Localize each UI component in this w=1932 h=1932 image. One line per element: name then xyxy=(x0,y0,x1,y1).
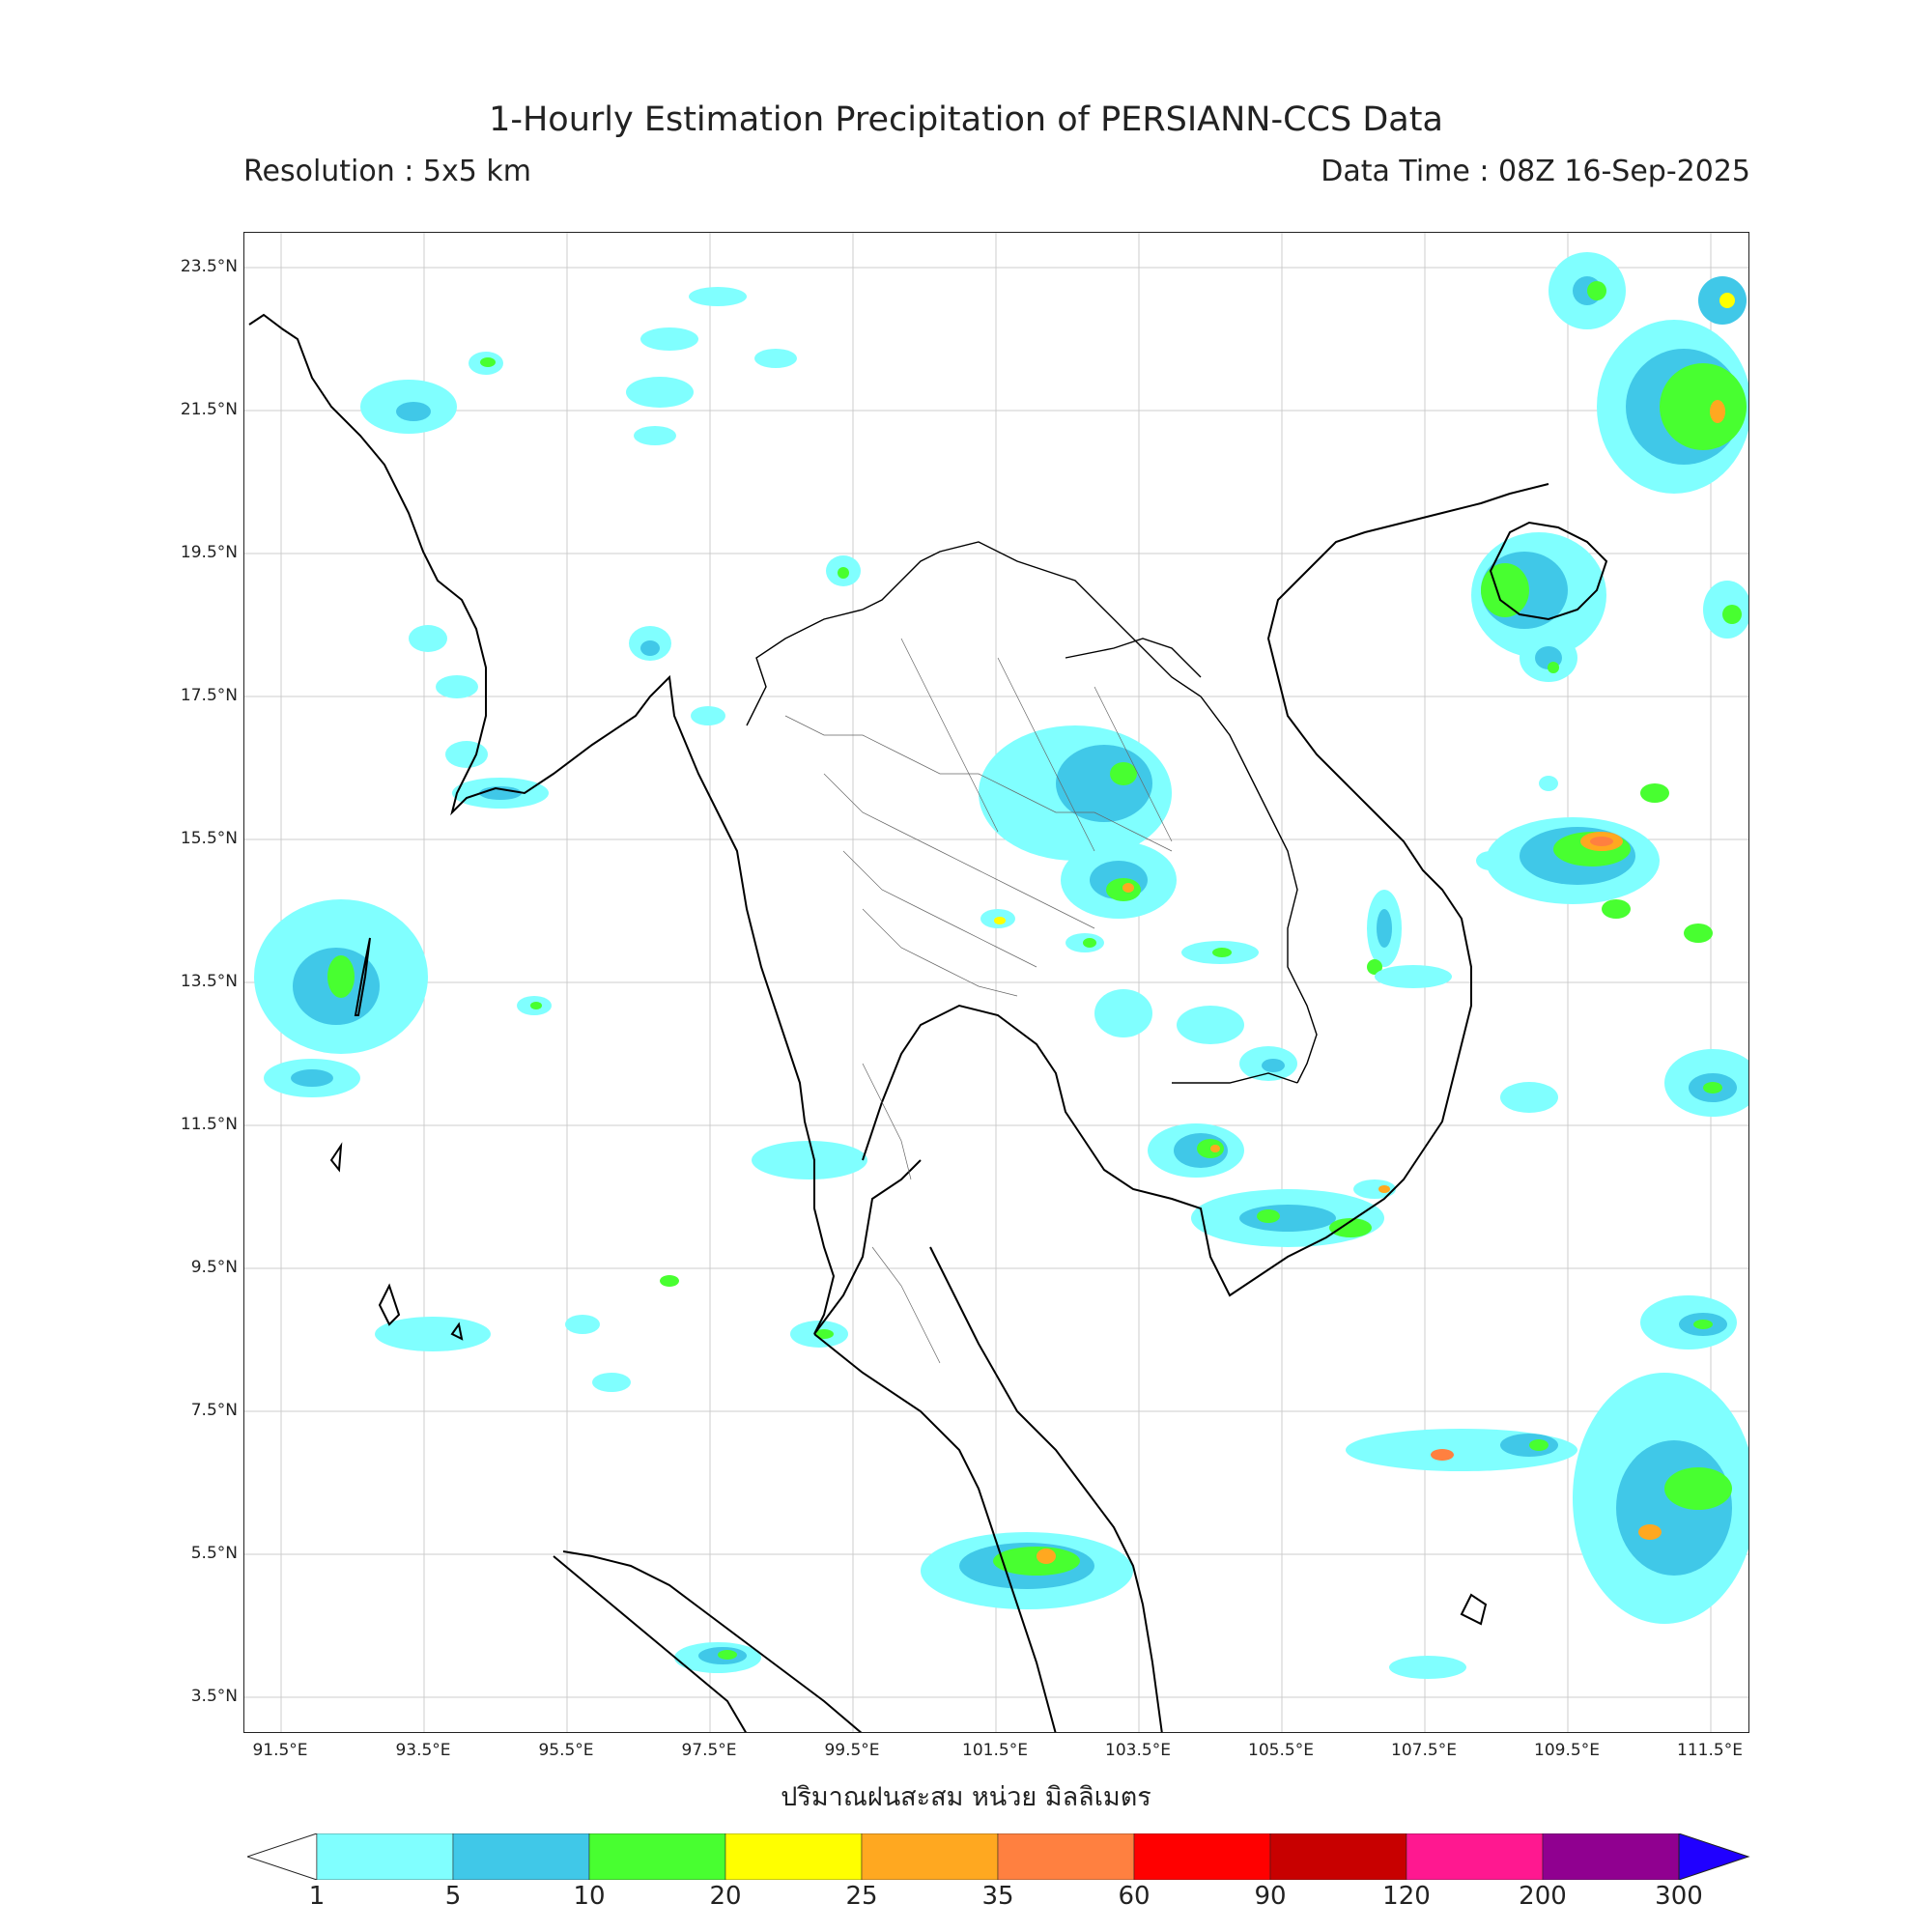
colorbar-tick: 25 xyxy=(845,1882,878,1911)
lat-tick-label: 9.5°N xyxy=(190,1258,238,1277)
lat-tick-label: 21.5°N xyxy=(180,400,238,419)
lon-tick-label: 95.5°E xyxy=(538,1741,594,1760)
colorbar-cell xyxy=(1406,1833,1544,1880)
colorbar-cell xyxy=(452,1833,590,1880)
map-gridlines xyxy=(244,233,1748,1732)
lat-tick-label: 17.5°N xyxy=(180,686,238,705)
lon-tick-label: 109.5°E xyxy=(1534,1741,1600,1760)
colorbar-tick: 90 xyxy=(1254,1882,1287,1911)
coastline-layer xyxy=(248,313,1608,1732)
lat-tick-label: 13.5°N xyxy=(180,972,238,991)
precipitation-layer xyxy=(254,252,1748,1679)
colorbar-cell xyxy=(588,1833,726,1880)
legend-title: ปริมาณฝนสะสม หน่วย มิลลิเมตร xyxy=(781,1782,1151,1812)
country-border-layer xyxy=(746,541,1318,1084)
lon-tick-label: 111.5°E xyxy=(1677,1741,1743,1760)
colorbar-tick: 200 xyxy=(1519,1882,1567,1911)
colorbar-cells xyxy=(316,1833,1680,1880)
data-time-label: Data Time : 08Z 16-Sep-2025 xyxy=(1321,155,1750,188)
lat-tick-label: 23.5°N xyxy=(180,257,238,276)
province-border-layer xyxy=(784,638,1173,1364)
colorbar-max-extend xyxy=(1678,1833,1750,1880)
lon-tick-label: 101.5°E xyxy=(962,1741,1028,1760)
colorbar-cell xyxy=(316,1833,454,1880)
colorbar-cell xyxy=(1269,1833,1407,1880)
colorbar-cell xyxy=(997,1833,1135,1880)
colorbar-tick: 5 xyxy=(444,1882,462,1911)
precipitation-map xyxy=(243,232,1749,1733)
lon-tick-label: 105.5°E xyxy=(1248,1741,1314,1760)
colorbar-cell xyxy=(1542,1833,1680,1880)
colorbar-cell xyxy=(861,1833,999,1880)
lon-tick-label: 103.5°E xyxy=(1105,1741,1171,1760)
colorbar-min-extend xyxy=(247,1833,318,1880)
resolution-label: Resolution : 5x5 km xyxy=(243,155,531,188)
colorbar-tick: 20 xyxy=(709,1882,742,1911)
lat-tick-label: 3.5°N xyxy=(190,1687,238,1706)
colorbar xyxy=(247,1833,1750,1880)
colorbar-cell xyxy=(1133,1833,1271,1880)
map-canvas xyxy=(244,233,1748,1732)
lat-tick-label: 15.5°N xyxy=(180,829,238,848)
colorbar-tick: 300 xyxy=(1655,1882,1703,1911)
map-title: 1-Hourly Estimation Precipitation of PER… xyxy=(489,100,1443,139)
lat-tick-label: 11.5°N xyxy=(180,1115,238,1134)
lon-tick-label: 91.5°E xyxy=(252,1741,308,1760)
colorbar-tick: 120 xyxy=(1382,1882,1431,1911)
colorbar-tick: 35 xyxy=(981,1882,1014,1911)
lat-tick-label: 7.5°N xyxy=(190,1401,238,1420)
colorbar-tick: 10 xyxy=(573,1882,606,1911)
lon-tick-label: 107.5°E xyxy=(1391,1741,1457,1760)
lon-tick-label: 97.5°E xyxy=(681,1741,737,1760)
lat-tick-label: 19.5°N xyxy=(180,543,238,562)
colorbar-tick: 1 xyxy=(308,1882,326,1911)
colorbar-tick: 60 xyxy=(1118,1882,1151,1911)
lon-tick-label: 99.5°E xyxy=(824,1741,880,1760)
colorbar-cell xyxy=(724,1833,863,1880)
lon-tick-label: 93.5°E xyxy=(395,1741,451,1760)
lat-tick-label: 5.5°N xyxy=(190,1544,238,1563)
